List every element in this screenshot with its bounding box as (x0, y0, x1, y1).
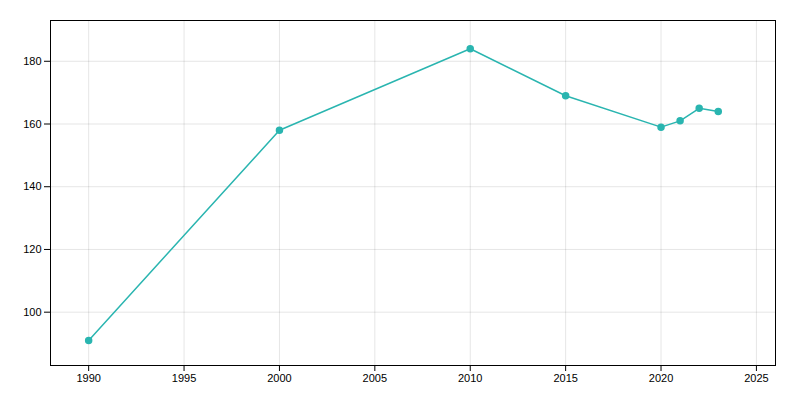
svg-text:140: 140 (23, 180, 41, 192)
svg-text:2005: 2005 (363, 372, 387, 384)
svg-text:120: 120 (23, 243, 41, 255)
svg-text:2020: 2020 (649, 372, 673, 384)
svg-text:100: 100 (23, 306, 41, 318)
svg-text:1990: 1990 (76, 372, 100, 384)
svg-text:1995: 1995 (172, 372, 196, 384)
svg-text:2025: 2025 (744, 372, 768, 384)
svg-text:2010: 2010 (458, 372, 482, 384)
svg-text:160: 160 (23, 118, 41, 130)
svg-text:180: 180 (23, 55, 41, 67)
svg-text:2015: 2015 (553, 372, 577, 384)
svg-text:2000: 2000 (267, 372, 291, 384)
